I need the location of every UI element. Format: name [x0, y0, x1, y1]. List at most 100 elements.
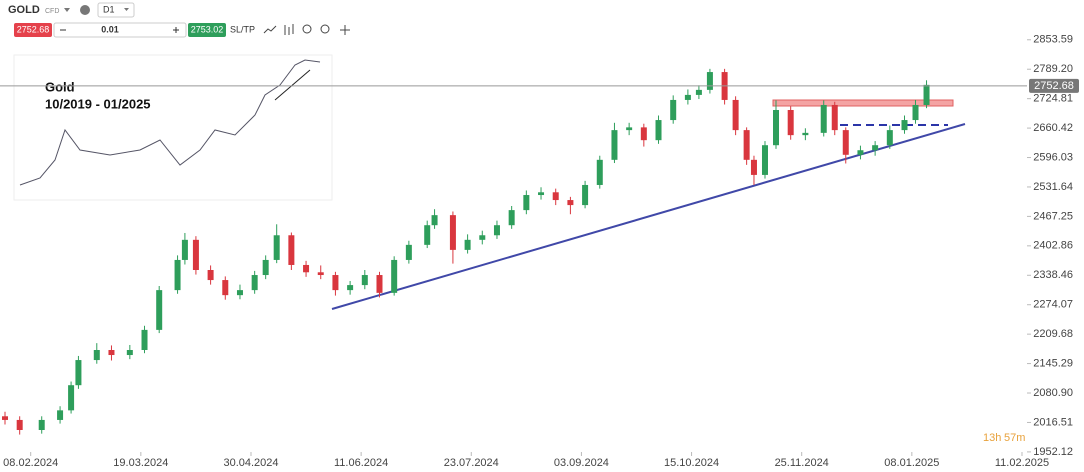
candle-body — [820, 104, 827, 133]
candle-body — [288, 235, 295, 265]
timeframe-box[interactable] — [97, 2, 135, 18]
candle-body — [912, 104, 919, 121]
crosshair[interactable] — [340, 25, 350, 35]
candle-body — [332, 275, 339, 291]
inset: Gold 10/2019 - 01/2025 — [13, 54, 333, 201]
candle-body — [75, 360, 82, 386]
candle-body — [857, 150, 864, 155]
candle-body — [695, 89, 702, 95]
candle-body — [582, 184, 589, 206]
plot: 2853.59 2789.20 2724.81 2660.42 2596.03 2531.… — [0, 34, 1079, 469]
candle-body — [156, 290, 163, 330]
candle-body — [538, 192, 545, 196]
candle-body — [670, 99, 677, 121]
indicator-icon[interactable] — [284, 24, 294, 35]
x-tick-label: 08.01.2025 — [884, 457, 939, 469]
candle-body — [361, 275, 368, 286]
candle-body — [464, 239, 471, 250]
candle-body — [317, 272, 324, 276]
resistance-zone — [772, 99, 954, 107]
symbol[interactable]: GOLD — [8, 4, 40, 16]
timeframe[interactable]: D1 — [103, 4, 115, 14]
y-tick-label: 2209.68 — [1033, 328, 1073, 340]
y-tick-label: 2531.64 — [1033, 181, 1073, 193]
zoom-out[interactable] — [302, 24, 312, 34]
zoom-in[interactable] — [320, 24, 330, 34]
y-tick-label: 2789.20 — [1033, 63, 1073, 75]
candle-body — [68, 385, 75, 411]
x-tick-label: 15.10.2024 — [664, 457, 719, 469]
candle-body — [449, 215, 456, 250]
x-tick-label: 30.04.2024 — [223, 457, 278, 469]
y-tick-label: 2016.51 — [1033, 416, 1073, 428]
candle-body — [743, 130, 750, 160]
candle-body — [16, 419, 23, 430]
inset-period: 10/2019 - 01/2025 — [45, 96, 151, 111]
x-tick-label: 11.06.2024 — [334, 457, 388, 469]
x-tick-label: 25.11.2024 — [775, 457, 829, 469]
candle-body — [192, 239, 199, 270]
inset-title: Gold — [45, 79, 75, 94]
candle-body — [626, 127, 633, 131]
candle-body — [303, 264, 310, 273]
inset-frame — [13, 54, 333, 201]
buy-price[interactable]: 2753.02 — [191, 24, 224, 34]
candle-body — [493, 225, 500, 236]
quantity[interactable]: 0.01 — [101, 24, 119, 34]
candle-body — [251, 275, 258, 291]
sl-tp[interactable]: SL/TP — [230, 24, 255, 34]
y-tick-label: 2338.46 — [1033, 269, 1073, 281]
quantity-box[interactable] — [53, 22, 187, 38]
candle-body — [262, 259, 269, 276]
candle-body — [787, 110, 794, 136]
candle-body — [523, 195, 530, 211]
candle-body — [655, 120, 662, 141]
y-tick-label: 2467.25 — [1033, 210, 1073, 222]
candle-body — [802, 132, 809, 136]
dropdown-arrow[interactable] — [124, 8, 129, 11]
candle-body — [508, 210, 515, 226]
candle-body — [141, 329, 148, 350]
candle-body — [552, 192, 559, 201]
candle-body — [347, 285, 354, 291]
plus-button[interactable] — [173, 27, 179, 33]
y-tick-label: 1952.12 — [1033, 446, 1073, 458]
candle-body — [405, 244, 412, 260]
candle-body — [831, 104, 838, 131]
candle-body — [174, 259, 181, 291]
candle-body — [236, 290, 243, 296]
chart-type-icon[interactable] — [263, 25, 277, 34]
candle-body — [126, 350, 133, 356]
x-tick-label: 19.03.2024 — [113, 457, 168, 469]
y-tick-label: 2402.86 — [1033, 240, 1073, 252]
support-trendline — [331, 123, 966, 310]
candle-body — [38, 419, 45, 430]
candle-body — [431, 215, 438, 226]
dropdown-arrow[interactable] — [64, 8, 70, 12]
candle-body — [761, 145, 768, 175]
x-tick-label: 03.09.2024 — [554, 457, 609, 469]
y-tick-label: 2596.03 — [1033, 151, 1073, 163]
candle-body — [901, 120, 908, 131]
toolbar: GOLD CFD D1 2752.68 0.01 2753.02 SL/TP — [8, 2, 350, 38]
candle-body — [181, 239, 188, 260]
candle-body — [391, 259, 398, 293]
sell-button[interactable] — [14, 23, 52, 37]
sell-price[interactable]: 2752.68 — [17, 24, 50, 34]
countdown-minutes: 57m — [1004, 432, 1025, 444]
x-tick-label: 11.02.2025 — [995, 457, 1049, 469]
buy-button[interactable] — [188, 23, 226, 37]
countdown-hours: 13h — [983, 432, 1001, 444]
current-price-label: 2752.68 — [1034, 80, 1074, 92]
candle-body — [640, 127, 647, 141]
candle-body — [886, 130, 893, 146]
candle-body — [596, 159, 603, 185]
current-price-box — [1029, 78, 1079, 93]
info-icon[interactable] — [80, 5, 90, 15]
candle-body — [376, 275, 383, 293]
candle-body — [842, 130, 849, 155]
candle-body — [611, 130, 618, 160]
y-tick-label: 2853.59 — [1033, 34, 1073, 46]
candle-body — [732, 99, 739, 131]
